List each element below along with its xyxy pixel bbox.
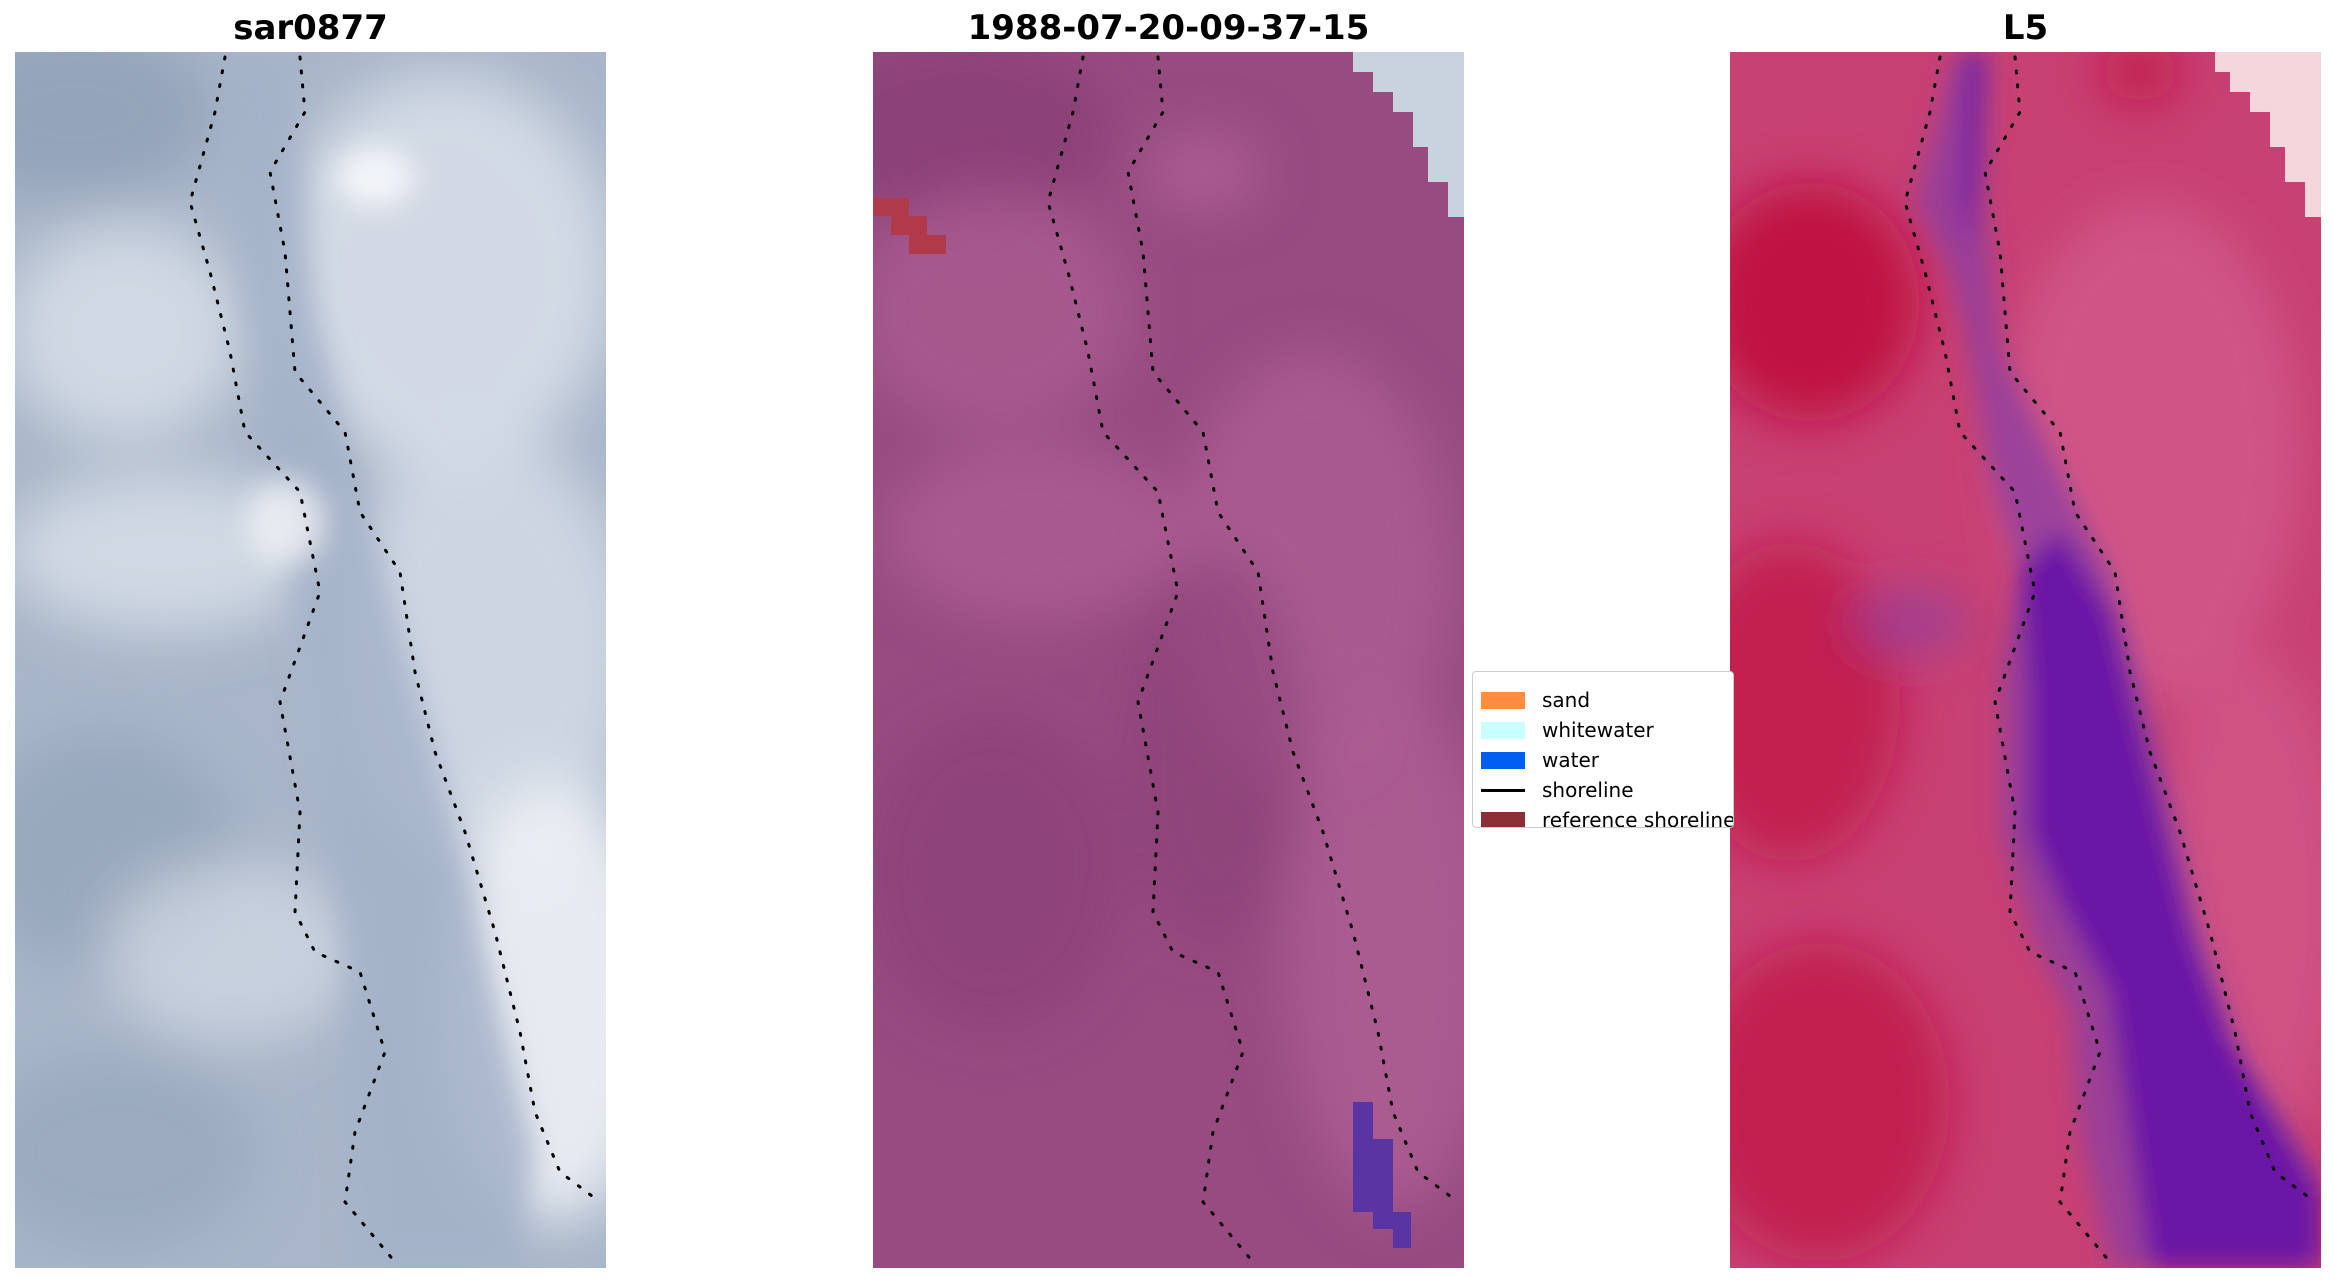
legend: sand whitewater water shoreline referenc…: [1472, 671, 1734, 828]
legend-swatch-sand: [1481, 691, 1525, 709]
index-image-panel: [1730, 52, 2321, 1268]
panel-title-classified: 1988-07-20-09-37-15: [967, 8, 1370, 48]
shoreline-west-rgb: [188, 55, 397, 1264]
index-image: [1730, 52, 2321, 1268]
shoreline-west-classified: [1046, 55, 1255, 1264]
legend-line-shoreline: [1481, 788, 1525, 792]
legend-swatch-water: [1481, 751, 1525, 769]
cloud-region-index: [2215, 52, 2321, 217]
shoreline-west-index: [1903, 55, 2112, 1264]
legend-swatch-reference-shoreline: [1481, 811, 1525, 827]
reference-shoreline-pixels: [873, 198, 946, 254]
legend-label-shoreline: shoreline: [1542, 778, 1634, 802]
legend-item-whitewater: whitewater: [1481, 717, 1654, 743]
panel-title-index: L5: [2002, 8, 2049, 48]
legend-label-water: water: [1542, 748, 1599, 772]
rgb-image-panel: [15, 52, 606, 1268]
panel-title-rgb: sar0877: [233, 8, 388, 48]
legend-item-sand: sand: [1481, 687, 1590, 713]
classified-image-panel: [873, 52, 1464, 1268]
cloud-region: [1353, 52, 1464, 217]
classified-image: [873, 52, 1464, 1268]
legend-label-whitewater: whitewater: [1542, 718, 1654, 742]
legend-label-reference-shoreline: reference shoreline: [1542, 808, 1734, 828]
legend-swatch-whitewater: [1481, 721, 1525, 739]
legend-item-shoreline: shoreline: [1481, 777, 1634, 803]
water-pixels: [1353, 1102, 1411, 1248]
legend-item-reference-shoreline: reference shoreline: [1481, 807, 1734, 828]
legend-label-sand: sand: [1542, 688, 1591, 712]
rgb-image: [15, 52, 606, 1268]
legend-item-water: water: [1481, 747, 1599, 773]
